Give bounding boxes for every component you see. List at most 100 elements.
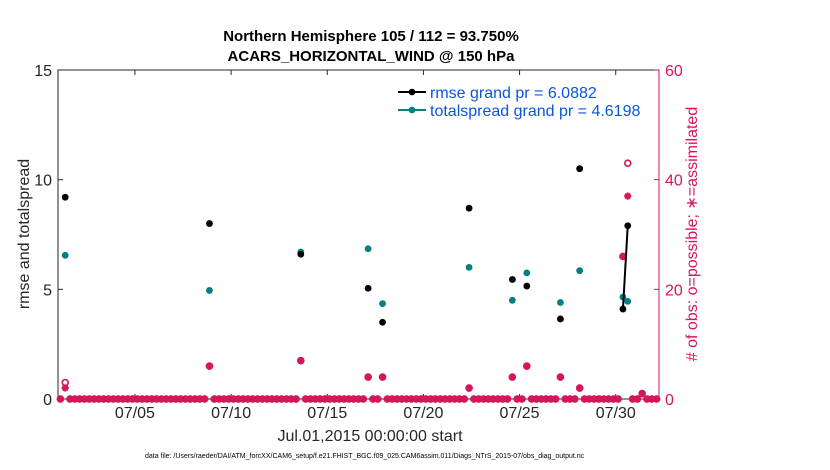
obs-assimilated-zero (239, 395, 247, 403)
totalspread-point (206, 287, 213, 294)
obs-assimilated-zero (191, 395, 199, 403)
obs-assimilated-zero (393, 395, 401, 403)
obs-assimilated-zero (152, 395, 161, 403)
obs-assimilated-zero (518, 395, 526, 403)
obs-assimilated-zero (354, 395, 363, 403)
y-tick-label: 15 (34, 63, 52, 80)
obs-assimilated-point (378, 373, 387, 381)
obs-assimilated-zero (359, 395, 367, 403)
x-tick-label: 07/10 (211, 405, 251, 422)
obs-assimilated-zero (292, 395, 300, 403)
obs-assimilated-zero (133, 395, 141, 403)
obs-assimilated-zero (489, 395, 497, 403)
totalspread-point (379, 300, 386, 307)
obs-assimilated-zero (321, 395, 329, 403)
obs-assimilated-zero (470, 395, 478, 403)
obs-assimilated-point (465, 384, 473, 392)
obs-assimilated-zero (547, 395, 555, 403)
right-tick-label: 20 (665, 282, 683, 299)
obs-assimilated-zero (229, 395, 238, 403)
obs-assimilated-zero (181, 395, 190, 403)
obs-assimilated-zero (537, 395, 545, 403)
obs-assimilated-zero (561, 395, 569, 403)
right-tick-label: 40 (665, 173, 683, 190)
obs-assimilated-point (61, 384, 69, 392)
y-tick-label: 0 (43, 392, 52, 409)
obs-assimilated-zero (600, 395, 608, 403)
obs-possible-point (623, 159, 632, 168)
x-tick-label: 07/05 (115, 405, 155, 422)
x-tick-label: 07/15 (307, 405, 347, 422)
legend: rmse grand pr = 6.0882 totalspread grand… (398, 85, 640, 120)
obs-assimilated-zero (167, 395, 175, 403)
obs-assimilated-zero (609, 395, 617, 403)
obs-assimilated-zero (302, 395, 310, 403)
right-axis-label: # of obs: o=possible; ∗=assimilated (684, 107, 701, 361)
obs-assimilated-point (364, 373, 372, 381)
rmse-point (465, 204, 473, 212)
obs-assimilated-zero (475, 395, 483, 403)
obs-assimilated-zero (157, 395, 165, 403)
obs-assimilated-zero (431, 395, 440, 403)
totalspread-point (576, 267, 584, 275)
obs-assimilated-zero (268, 395, 276, 403)
obs-assimilated-point (624, 192, 632, 200)
obs-assimilated-zero (604, 395, 613, 403)
obs-assimilated-zero (316, 395, 324, 403)
rmse-point (624, 222, 632, 230)
legend-spread-marker (408, 106, 416, 114)
rmse-point (206, 220, 213, 227)
obs-assimilated-zero (532, 395, 540, 403)
obs-assimilated-zero (80, 395, 89, 403)
obs-assimilated-zero (412, 395, 420, 403)
legend-rmse-label: rmse grand pr = 6.0882 (430, 85, 597, 102)
rmse-point (508, 276, 516, 283)
rmse-point (364, 284, 372, 292)
obs-assimilated-zero (109, 395, 117, 403)
rmse-series (61, 165, 632, 326)
right-tick-label: 60 (665, 63, 683, 80)
obs-assimilated-zero (335, 395, 343, 403)
obs-assimilated-zero (138, 395, 146, 403)
obs-assimilated-point (638, 389, 646, 398)
y-axis-label: rmse and totalspread (16, 159, 33, 309)
legend-spread-label: totalspread grand pr = 4.6198 (430, 103, 640, 120)
obs-assimilated-zero (398, 395, 406, 403)
obs-assimilated-zero (263, 395, 271, 403)
obs-assimilated-point (576, 384, 584, 392)
obs-assimilated-zero (215, 395, 223, 403)
obs-assimilated-zero (71, 395, 79, 403)
obs-assimilated-zero (253, 395, 262, 403)
obs-assimilated-zero (552, 395, 560, 403)
obs-assimilated-zero (172, 395, 180, 403)
obs-assimilated-zero (422, 395, 430, 403)
obs-assimilated-zero (340, 395, 348, 403)
obs-assimilated-zero (446, 395, 454, 403)
obs-assimilated-zero (542, 395, 550, 403)
obs-assimilated-zero (258, 395, 266, 403)
obs-assimilated-zero (566, 395, 574, 403)
footer-data-file: data file: /Users/raeder/DAI/ATM_forcXX/… (145, 453, 585, 460)
obs-assimilated-zero (177, 395, 185, 403)
obs-assimilated-zero (499, 395, 507, 403)
obs-assimilated-zero (580, 395, 589, 403)
obs-assimilated-point (205, 362, 214, 370)
x-tick-label: 07/25 (500, 405, 540, 422)
rmse-line-segment (621, 225, 629, 310)
obs-assimilated-zero (595, 395, 603, 403)
obs-assimilated-zero (590, 395, 598, 403)
obs-assimilated-zero (503, 395, 512, 403)
y-tick-label: 10 (34, 173, 52, 190)
obs-assimilated-zero (273, 395, 281, 403)
obs-assimilated-zero (494, 395, 502, 403)
rmse-point (523, 282, 531, 290)
obs-assimilated-zero (306, 395, 315, 403)
obs-assimilated-zero (282, 395, 290, 403)
obs-assimilated-zero (407, 395, 415, 403)
obs-assimilated-zero (648, 395, 656, 403)
obs-assimilated-zero (330, 395, 339, 403)
obs-assimilated-zero (614, 395, 622, 403)
obs-assimilated-zero (104, 395, 113, 403)
x-tick-label: 07/20 (403, 405, 443, 422)
